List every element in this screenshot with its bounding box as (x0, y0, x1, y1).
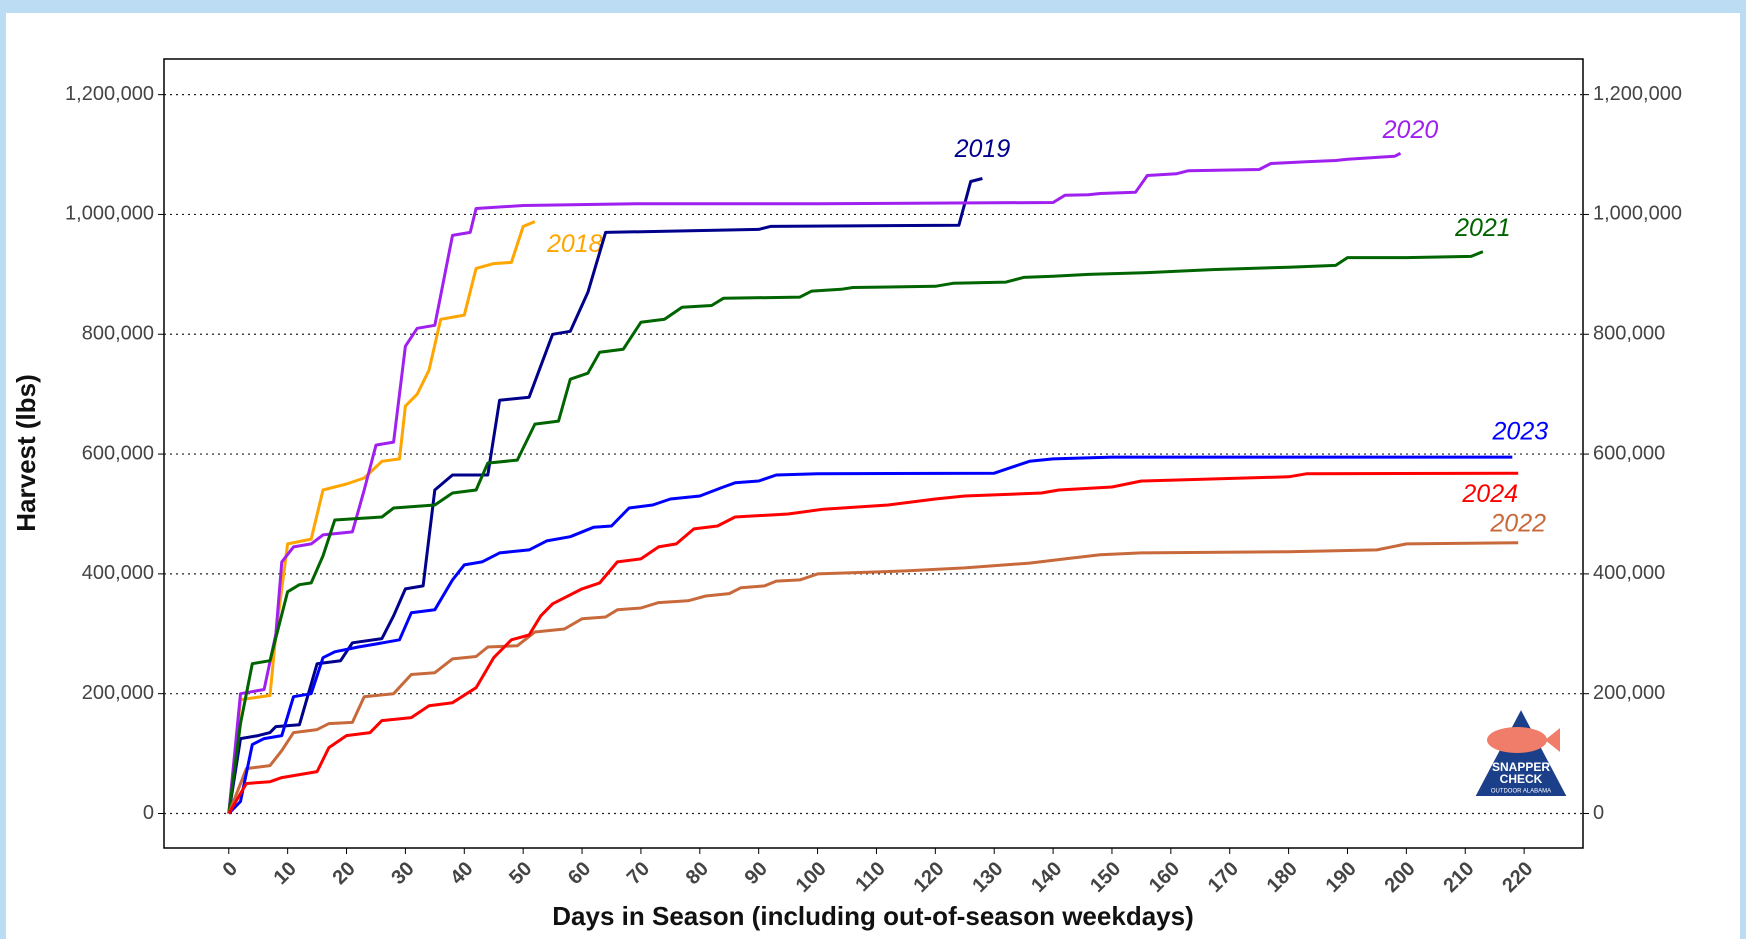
y-axis-title: Harvest (lbs) (11, 374, 41, 532)
logo-fish-tail (1545, 728, 1560, 752)
y2-tick-label: 800,000 (1593, 323, 1665, 345)
logo-text: CHECK (1500, 772, 1543, 786)
y2-tick-label: 0 (1593, 802, 1604, 824)
logo-text: SNAPPER (1492, 760, 1550, 774)
logo-fish (1487, 727, 1547, 753)
series-label: 2018 (546, 230, 603, 258)
y-tick-label: 200,000 (82, 682, 154, 704)
y2-tick-label: 600,000 (1593, 442, 1665, 464)
y-tick-label: 800,000 (82, 323, 154, 345)
y-tick-label: 1,200,000 (65, 83, 154, 105)
series-label: 2020 (1382, 116, 1439, 144)
series-label: 2022 (1489, 509, 1546, 537)
series-label: 2019 (954, 135, 1011, 163)
y2-tick-label: 1,000,000 (1593, 203, 1682, 225)
y-tick-label: 1,000,000 (65, 203, 154, 225)
logo: SNAPPER CHECK OUTDOOR ALABAMA (1472, 705, 1570, 798)
y-tick-label: 0 (143, 802, 154, 824)
y2-tick-label: 200,000 (1593, 682, 1665, 704)
series-label: 2021 (1454, 214, 1511, 242)
x-axis-title: Days in Season (including out-of-season … (552, 901, 1193, 931)
panel (6, 13, 1740, 939)
y-tick-label: 600,000 (82, 442, 154, 464)
y2-tick-label: 1,200,000 (1593, 83, 1682, 105)
line-series (227, 455, 1513, 815)
y2-tick-label: 400,000 (1593, 562, 1665, 584)
series-label: 2023 (1492, 418, 1549, 446)
y-tick-label: 400,000 (82, 562, 154, 584)
series-label: 2024 (1461, 480, 1518, 508)
line-series (227, 541, 1519, 815)
line-series (227, 471, 1519, 815)
logo-text: OUTDOOR ALABAMA (1491, 789, 1551, 795)
line-series (227, 250, 1484, 814)
line-series (227, 151, 1402, 814)
